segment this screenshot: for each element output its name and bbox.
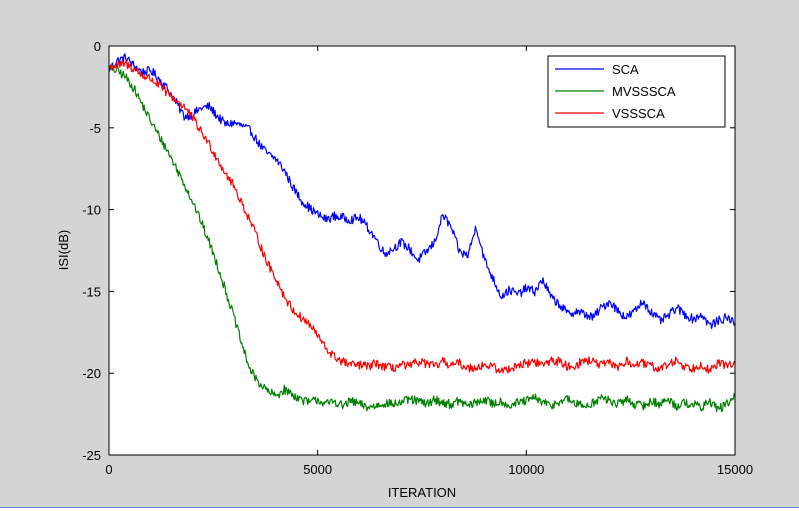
y-tick-label: 0 <box>94 39 101 54</box>
legend: SCA MVSSSCA VSSSCA <box>548 56 725 127</box>
y-tick-label: -20 <box>82 366 101 381</box>
y-tick-label: -5 <box>89 121 101 136</box>
y-tick-label: -10 <box>82 203 101 218</box>
y-tick-label: -25 <box>82 448 101 463</box>
y-tick-label: -15 <box>82 284 101 299</box>
window-bottom-border <box>0 507 799 508</box>
y-axis-label: ISI(dB) <box>56 230 71 270</box>
x-tick-label: 0 <box>105 462 112 477</box>
x-axis-label: ITERATION <box>388 485 456 500</box>
legend-label-mvsssca: MVSSSCA <box>612 84 676 99</box>
x-tick-label: 10000 <box>508 462 544 477</box>
legend-label-sca: SCA <box>612 62 639 77</box>
legend-label-vsssca: VSSSCA <box>612 106 665 121</box>
x-tick-label: 15000 <box>717 462 753 477</box>
x-tick-label: 5000 <box>303 462 332 477</box>
